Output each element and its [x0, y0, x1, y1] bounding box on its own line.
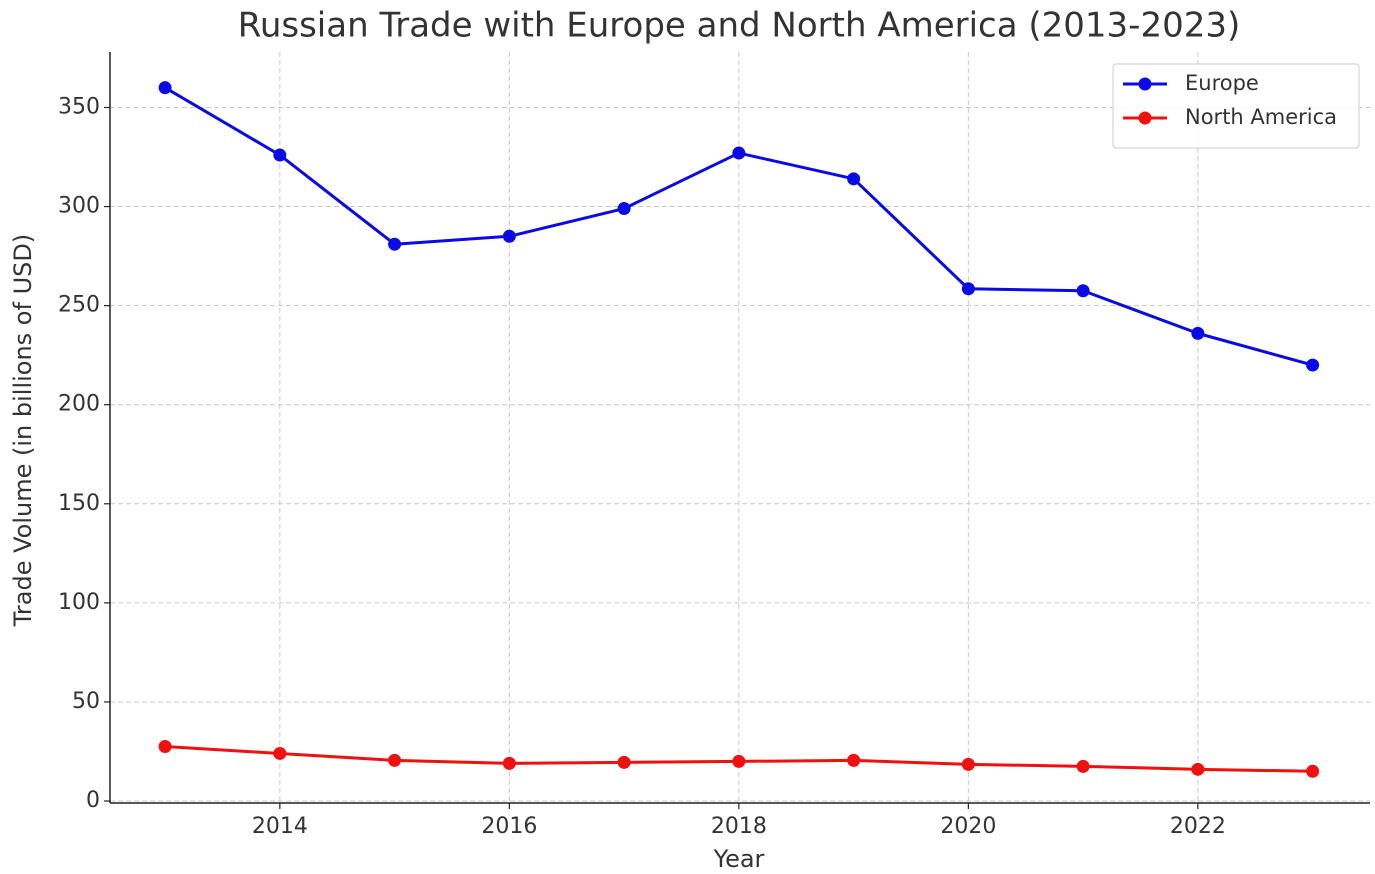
data-point [847, 753, 861, 767]
data-point [502, 229, 516, 243]
data-point [1076, 759, 1090, 773]
y-tick-label: 200 [58, 392, 100, 417]
data-point [732, 146, 746, 160]
y-tick-label: 300 [58, 194, 100, 219]
data-point [502, 756, 516, 770]
x-tick-label: 2018 [711, 814, 767, 839]
x-tick-label: 2016 [481, 814, 537, 839]
legend-label: Europe [1185, 71, 1259, 95]
legend-marker [1138, 77, 1152, 91]
x-tick-label: 2022 [1170, 814, 1226, 839]
y-tick-label: 350 [58, 94, 100, 119]
data-point [847, 172, 861, 186]
data-point [158, 740, 172, 754]
data-point [1076, 284, 1090, 298]
data-point [158, 81, 172, 95]
data-point [1306, 358, 1320, 372]
data-point [961, 757, 975, 771]
data-point [617, 202, 631, 216]
data-point [273, 746, 287, 760]
legend: Europe North America [1112, 63, 1360, 149]
data-point [1306, 764, 1320, 778]
legend-box [1112, 63, 1360, 149]
data-point [1191, 762, 1205, 776]
y-tick-label: 50 [72, 689, 100, 714]
plot-area [158, 81, 1320, 778]
y-tick-label: 250 [58, 293, 100, 318]
data-point [273, 148, 287, 162]
y-axis-label: Trade Volume (in billions of USD) [9, 234, 37, 627]
y-tick-label: 0 [86, 788, 100, 813]
grid: 0 50 100 150 200 250 300 350 2014 2016 2018 2020 202… [58, 52, 1370, 839]
x-axis-label: Year [713, 845, 765, 873]
data-point [388, 237, 402, 251]
data-point [961, 282, 975, 296]
y-tick-label: 150 [58, 491, 100, 516]
x-tick-label: 2020 [940, 814, 996, 839]
legend-label: North America [1185, 105, 1337, 129]
y-tick-label: 100 [58, 590, 100, 615]
data-point [388, 753, 402, 767]
x-tick-label: 2014 [252, 814, 308, 839]
data-point [732, 754, 746, 768]
data-point [617, 755, 631, 769]
chart-title: Russian Trade with Europe and North Amer… [238, 6, 1241, 46]
data-point [1191, 326, 1205, 340]
legend-marker [1138, 111, 1152, 125]
